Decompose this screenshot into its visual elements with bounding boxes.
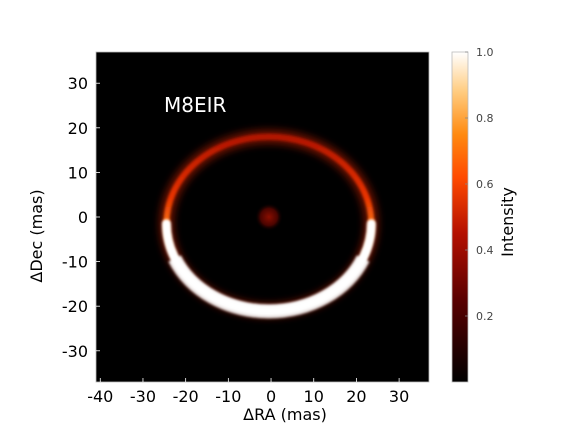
colorbar-tick-label: 0.4 [476, 244, 494, 257]
y-tick-label: -30 [62, 342, 88, 361]
y-axis-label: ΔDec (mas) [27, 189, 46, 282]
colorbar [452, 52, 468, 382]
colorbar-tick-label: 0.6 [476, 178, 494, 191]
source-annotation: M8EIR [164, 93, 227, 117]
y-axis-ticks: -30 -20 -10 0 10 20 30 [62, 74, 100, 361]
x-tick-label: 10 [304, 387, 324, 406]
x-tick-label: -40 [87, 387, 113, 406]
colorbar-ticks: 0.2 0.4 0.6 0.8 1.0 [465, 46, 494, 323]
y-tick-label: -10 [62, 253, 88, 272]
x-tick-label: 20 [346, 387, 366, 406]
x-axis-label: ΔRA (mas) [243, 405, 327, 424]
colorbar-tick-label: 0.2 [476, 310, 494, 323]
y-tick-label: 30 [68, 74, 88, 93]
intensity-image [159, 129, 379, 319]
x-tick-label: 30 [389, 387, 409, 406]
crescent-core [168, 255, 370, 319]
y-tick-label: 20 [68, 119, 88, 138]
x-tick-label: -30 [130, 387, 156, 406]
colorbar-frame [451, 51, 469, 383]
y-tick-label: 0 [78, 208, 88, 227]
colorbar-label: Intensity [498, 187, 517, 257]
x-axis-ticks: -40 -30 -20 -10 0 10 20 30 [87, 378, 409, 406]
colorbar-tick-label: 1.0 [476, 46, 494, 59]
x-tick-label: 0 [266, 387, 276, 406]
y-tick-label: 10 [68, 163, 88, 182]
x-tick-label: -10 [215, 387, 241, 406]
central-source [254, 202, 283, 232]
x-tick-label: -20 [173, 387, 199, 406]
colorbar-tick-label: 0.8 [476, 112, 494, 125]
y-tick-label: -20 [62, 297, 88, 316]
